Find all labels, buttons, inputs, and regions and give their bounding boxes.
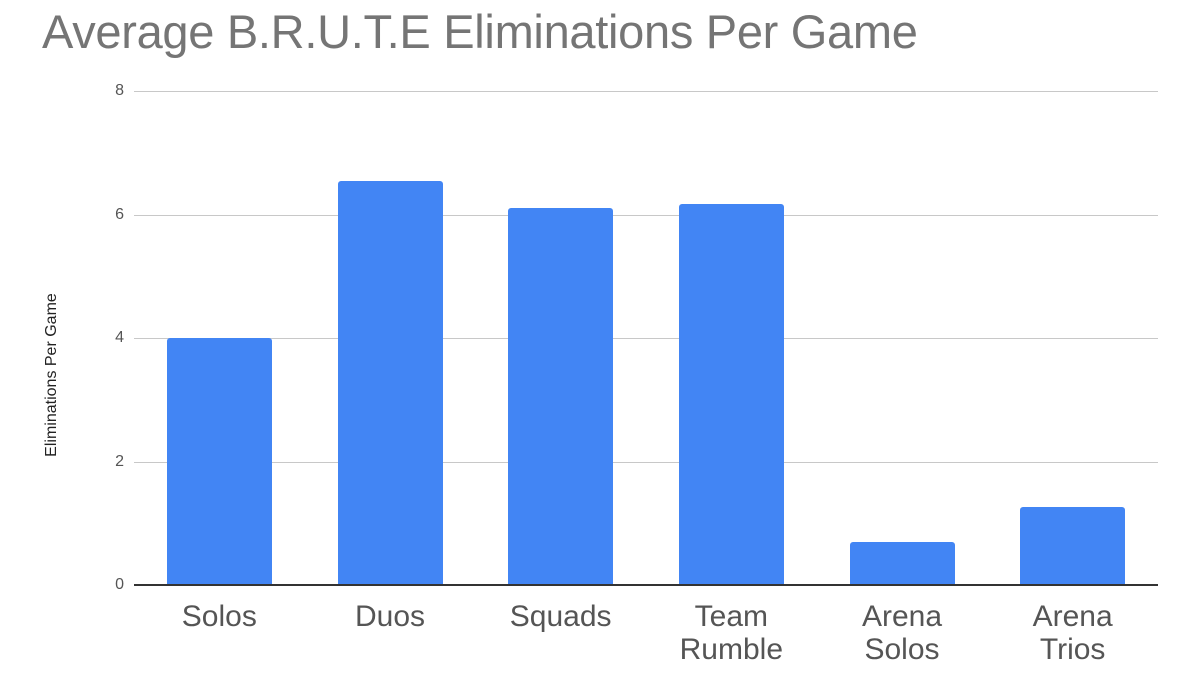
x-tick-label: Arena Solos bbox=[861, 600, 943, 666]
bar-arena-trios bbox=[1020, 507, 1126, 584]
bar-squads bbox=[508, 208, 614, 584]
x-axis-baseline bbox=[134, 584, 1158, 586]
y-tick-label: 4 bbox=[115, 329, 124, 346]
y-tick-label: 2 bbox=[115, 452, 124, 470]
bar-arena-solos bbox=[849, 541, 955, 584]
x-tick-label: Team Rumble bbox=[679, 600, 784, 666]
x-tick-label: Duos bbox=[354, 600, 426, 633]
bar-team-rumble bbox=[678, 204, 784, 584]
y-tick-label: 8 bbox=[115, 82, 124, 99]
y-tick-label: 0 bbox=[115, 576, 124, 593]
gridline bbox=[134, 91, 1158, 92]
gridline bbox=[134, 461, 1158, 463]
x-tick-label: Solos bbox=[181, 600, 257, 633]
y-axis-label: Eliminations Per Game bbox=[43, 293, 60, 457]
x-tick-label: Squads bbox=[509, 600, 612, 633]
bar-duos bbox=[337, 180, 443, 584]
bar-solos bbox=[166, 338, 272, 584]
plot-area bbox=[134, 91, 1158, 586]
gridline bbox=[134, 338, 1158, 339]
x-tick-label: Arena Trios bbox=[1032, 600, 1113, 666]
chart-title: Average B.R.U.T.E Eliminations Per Game bbox=[42, 5, 918, 58]
y-tick-label: 6 bbox=[115, 205, 124, 223]
gridline bbox=[134, 214, 1158, 216]
